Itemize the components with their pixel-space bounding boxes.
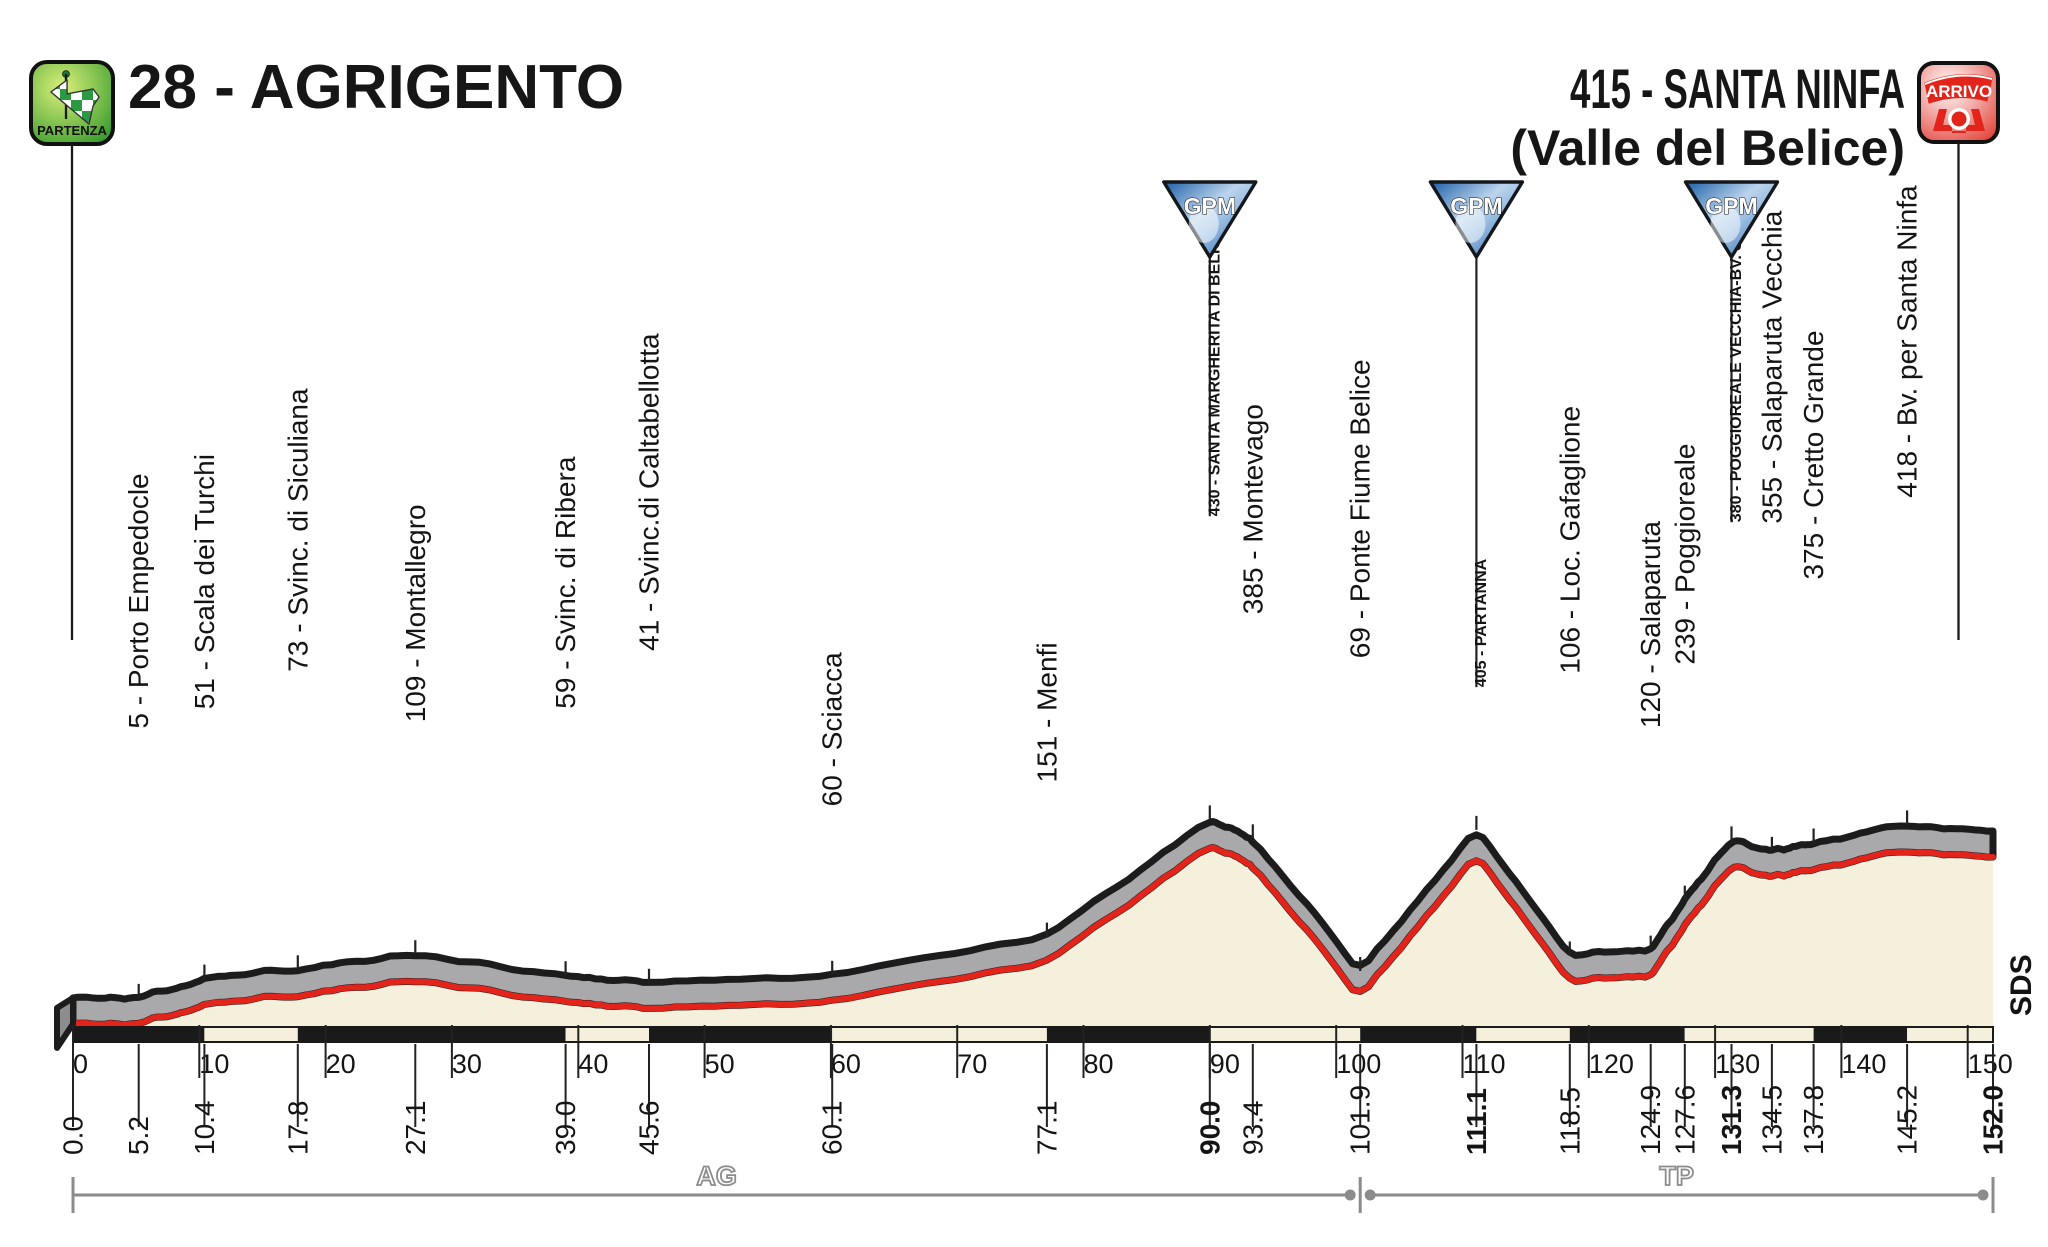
svg-text:101.9: 101.9 [1345,1085,1376,1155]
svg-text:PARTENZA: PARTENZA [37,123,107,138]
svg-text:430 - SANTA MARGHERITA DI BELI: 430 - SANTA MARGHERITA DI BELICE [1206,227,1223,516]
svg-text:127.6: 127.6 [1669,1085,1700,1155]
svg-text:40: 40 [578,1049,608,1079]
svg-text:131.3: 131.3 [1716,1085,1747,1155]
svg-text:405 - PARTANNA: 405 - PARTANNA [1473,558,1490,687]
svg-text:418 - Bv. per Santa Ninfa: 418 - Bv. per Santa Ninfa [1892,185,1923,498]
svg-text:80: 80 [1084,1049,1114,1079]
svg-text:0.0: 0.0 [58,1116,89,1155]
svg-text:90: 90 [1210,1049,1240,1079]
svg-text:17.8: 17.8 [282,1101,313,1156]
svg-text:134.5: 134.5 [1756,1085,1787,1155]
svg-text:5 - Porto Empedocle: 5 - Porto Empedocle [123,473,154,728]
svg-text:60 - Sciacca: 60 - Sciacca [817,652,848,806]
svg-text:20: 20 [326,1049,356,1079]
svg-text:130: 130 [1715,1049,1760,1079]
svg-text:51 - Scala dei Turchi: 51 - Scala dei Turchi [189,454,220,709]
svg-text:152.0: 152.0 [1978,1085,2009,1155]
svg-text:93.4: 93.4 [1237,1101,1268,1156]
svg-text:124.9: 124.9 [1635,1085,1666,1155]
svg-text:415 - SANTA NINFA: 415 - SANTA NINFA [1570,57,1905,120]
svg-text:385 - Montevago: 385 - Montevago [1237,404,1268,614]
svg-text:77.1: 77.1 [1031,1101,1062,1156]
svg-text:GPM: GPM [1705,193,1757,219]
svg-text:60: 60 [831,1049,861,1079]
svg-text:45.6: 45.6 [634,1101,665,1156]
svg-text:GPM: GPM [1184,193,1236,219]
svg-text:90.0: 90.0 [1194,1101,1225,1156]
svg-text:TP: TP [1659,1161,1694,1191]
svg-text:39.0: 39.0 [550,1101,581,1156]
svg-text:145.2: 145.2 [1892,1085,1923,1155]
svg-text:106 - Loc. Gafaglione: 106 - Loc. Gafaglione [1554,406,1585,674]
svg-text:111.1: 111.1 [1461,1088,1492,1155]
svg-text:380 - POGGIOREALE VECCHIA-BV.: 380 - POGGIOREALE VECCHIA-BV. SP.5 [1728,218,1745,522]
svg-text:AG: AG [696,1161,737,1191]
svg-text:GPM: GPM [1450,193,1502,219]
svg-text:100: 100 [1336,1049,1381,1079]
svg-text:150: 150 [1968,1049,2013,1079]
svg-text:SDS: SDS [2005,954,2038,1016]
svg-text:109 - Montallegro: 109 - Montallegro [400,504,431,722]
svg-text:140: 140 [1841,1049,1886,1079]
svg-text:(Valle del Belice): (Valle del Belice) [1510,120,1905,176]
svg-text:118.5: 118.5 [1554,1087,1585,1155]
svg-text:0: 0 [73,1049,88,1079]
svg-text:10.4: 10.4 [189,1101,220,1156]
svg-text:69 - Ponte Fiume Belice: 69 - Ponte Fiume Belice [1345,359,1376,658]
svg-text:5.2: 5.2 [123,1116,154,1155]
svg-text:73 - Svinc. di Siculiana: 73 - Svinc. di Siculiana [282,388,313,672]
svg-text:41 - Svinc.di Caltabellotta: 41 - Svinc.di Caltabellotta [634,333,665,651]
svg-text:137.8: 137.8 [1798,1085,1829,1155]
svg-text:70: 70 [957,1049,987,1079]
svg-text:239 - Poggioreale: 239 - Poggioreale [1669,444,1700,665]
svg-text:120 - Salaparuta: 120 - Salaparuta [1635,521,1666,728]
svg-text:ARRIVO: ARRIVO [1926,82,1992,101]
svg-text:375 - Cretto Grande: 375 - Cretto Grande [1798,330,1829,579]
svg-text:120: 120 [1589,1049,1634,1079]
svg-text:110: 110 [1463,1049,1506,1079]
svg-text:27.1: 27.1 [400,1101,431,1156]
svg-text:50: 50 [705,1049,735,1079]
svg-text:28 - AGRIGENTO: 28 - AGRIGENTO [128,53,624,122]
svg-text:59 - Svinc. di Ribera: 59 - Svinc. di Ribera [550,456,581,709]
svg-text:151 - Menfi: 151 - Menfi [1031,642,1062,782]
svg-text:60.1: 60.1 [817,1101,848,1156]
svg-text:355 - Salaparuta Vecchia: 355 - Salaparuta Vecchia [1756,210,1787,523]
svg-text:30: 30 [452,1049,482,1079]
